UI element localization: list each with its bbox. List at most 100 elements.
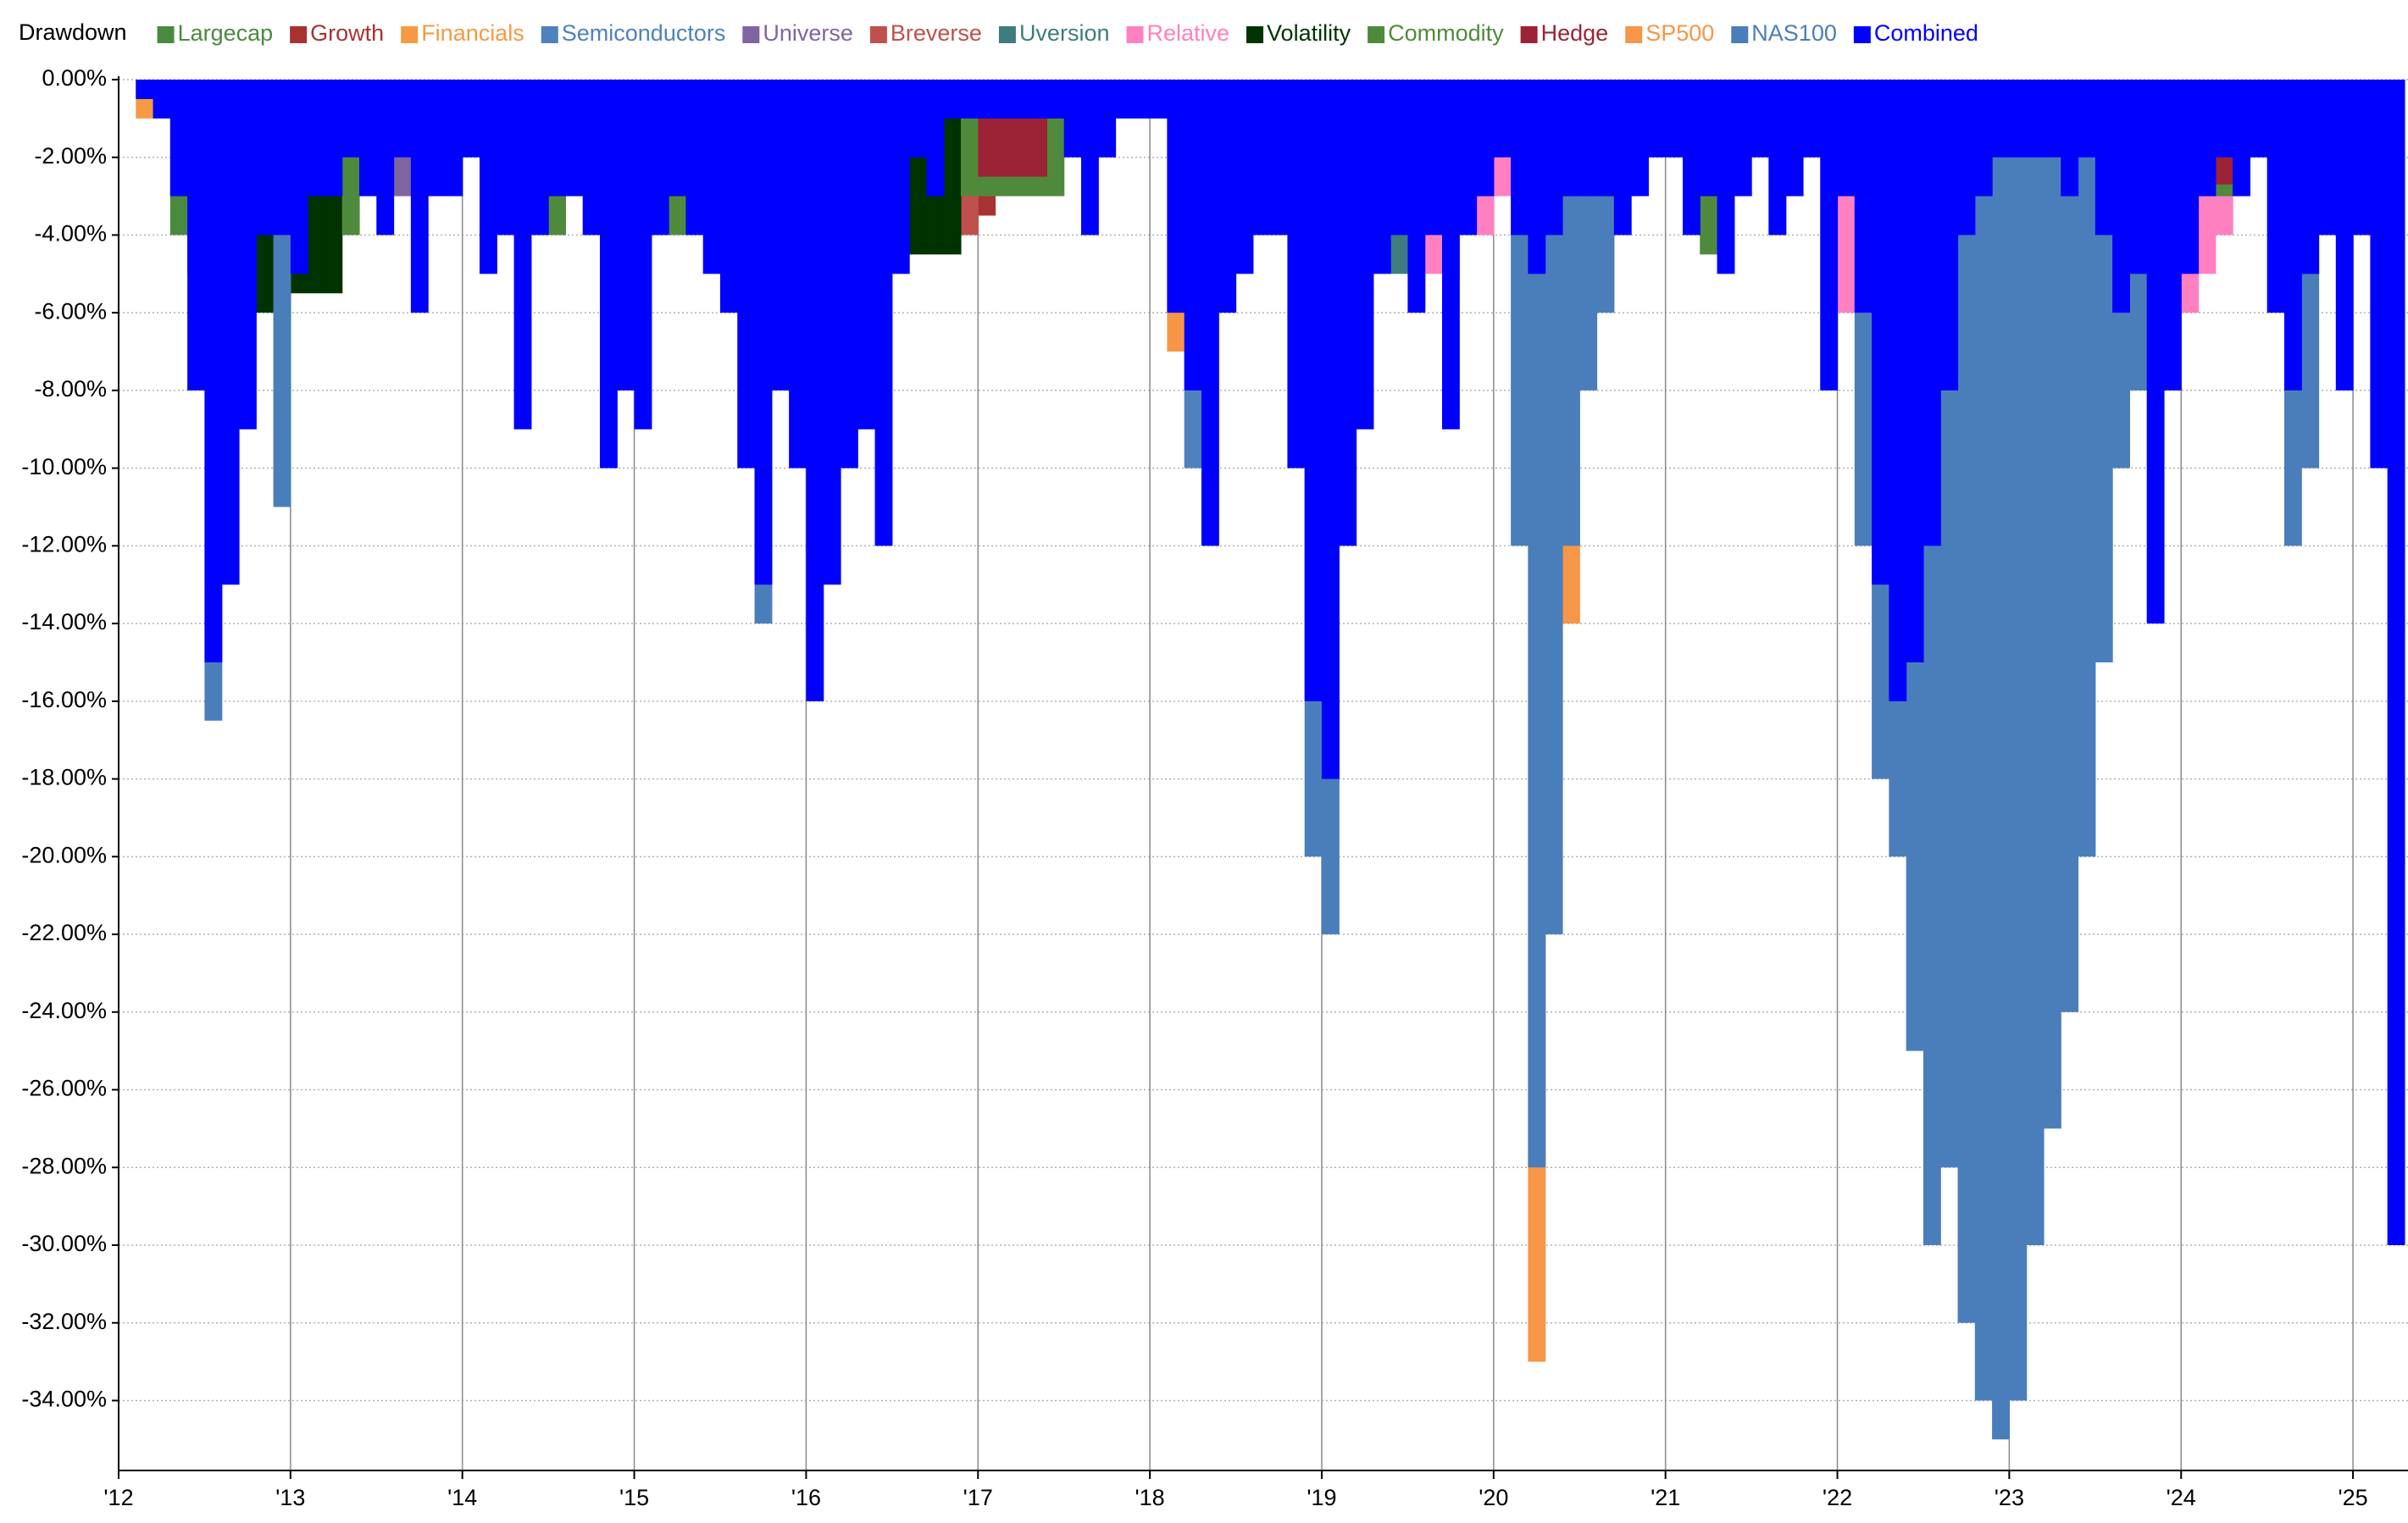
- drawdown-bar: [891, 80, 910, 274]
- legend-swatch: [157, 26, 175, 43]
- drawdown-bar: [358, 80, 377, 197]
- drawdown-bar: [651, 80, 669, 235]
- drawdown-bar: [2112, 80, 2130, 313]
- drawdown-bar: [1545, 80, 1563, 235]
- drawdown-bar: [1063, 80, 1082, 158]
- drawdown-bar: [1992, 80, 2010, 158]
- drawdown-bar: [943, 80, 962, 255]
- drawdown-bar: [2043, 80, 2061, 1129]
- y-tick-label: -20.00%: [21, 842, 107, 867]
- y-tick-label: -26.00%: [21, 1076, 107, 1101]
- drawdown-bar: [2078, 80, 2096, 857]
- y-tick-label: -12.00%: [21, 532, 107, 557]
- drawdown-bar: [806, 80, 824, 701]
- drawdown-bar: [462, 80, 480, 158]
- drawdown-bar: [1046, 80, 1065, 119]
- legend-swatch: [1246, 26, 1264, 43]
- drawdown-bar: [2318, 80, 2337, 235]
- drawdown-bar: [719, 80, 738, 313]
- drawdown-bar: [2283, 80, 2302, 390]
- drawdown-bar: [617, 80, 635, 390]
- drawdown-bar: [1356, 80, 1374, 429]
- drawdown-bar: [978, 80, 996, 119]
- x-tick-label: '12: [103, 1485, 133, 1510]
- drawdown-bar: [926, 80, 945, 197]
- drawdown-bar: [2009, 80, 2028, 1401]
- x-tick-label: '24: [2167, 1485, 2196, 1510]
- drawdown-bar: [2061, 80, 2079, 1012]
- drawdown-bar: [2129, 80, 2148, 274]
- legend-label: NAS100: [1751, 20, 1837, 46]
- drawdown-bar: [2233, 80, 2250, 197]
- drawdown-bar: [2026, 80, 2045, 158]
- y-tick-label: 0.00%: [42, 65, 107, 91]
- drawdown-bar: [1682, 80, 1701, 235]
- drawdown-bar: [1734, 80, 1752, 197]
- drawdown-bar: [789, 80, 807, 468]
- drawdown-bar: [273, 80, 291, 235]
- drawdown-bar: [1373, 80, 1391, 274]
- drawdown-bar: [1304, 80, 1323, 701]
- drawdown-bar: [2095, 80, 2113, 235]
- drawdown-bar: [2181, 80, 2200, 274]
- drawdown-bar: [909, 80, 928, 158]
- drawdown-bar: [1511, 80, 1529, 235]
- drawdown-bar: [1218, 80, 1237, 313]
- drawdown-bar: [1528, 80, 1546, 274]
- legend-label: Growth: [310, 20, 384, 46]
- drawdown-bar: [1167, 80, 1185, 313]
- drawdown-bar: [634, 80, 652, 429]
- drawdown-bar: [1802, 80, 1821, 158]
- drawdown-bar: [2370, 80, 2389, 468]
- x-tick-label: '18: [1135, 1485, 1165, 1510]
- drawdown-bar: [771, 80, 790, 390]
- drawdown-bar: [1476, 80, 1495, 197]
- legend-swatch: [401, 26, 419, 43]
- drawdown-bar: [2250, 80, 2268, 158]
- legend-label: Universe: [763, 20, 853, 46]
- drawdown-bar: [1957, 80, 1976, 1323]
- drawdown-bar: [840, 80, 858, 468]
- legend-label: Financials: [421, 20, 524, 46]
- drawdown-bar: [1768, 80, 1787, 235]
- drawdown-bar: [702, 80, 721, 274]
- legend-swatch: [1368, 26, 1385, 43]
- drawdown-bar: [256, 80, 275, 235]
- legend-label: Largecap: [178, 20, 274, 46]
- drawdown-bar: [2043, 80, 2061, 158]
- drawdown-bar: [1287, 80, 1306, 468]
- drawdown-bar: [2061, 80, 2079, 197]
- drawdown-bar: [1545, 80, 1563, 935]
- x-tick-label: '17: [963, 1485, 993, 1510]
- drawdown-bar: [1252, 80, 1271, 235]
- drawdown-bar: [1339, 80, 1357, 546]
- drawdown-bar: [2026, 80, 2045, 1245]
- drawdown-bar: [1940, 80, 1959, 390]
- y-tick-label: -8.00%: [34, 376, 107, 402]
- y-tick-label: -28.00%: [21, 1153, 107, 1178]
- drawdown-bar: [1184, 80, 1202, 390]
- drawdown-bar: [410, 80, 429, 313]
- drawdown-bar: [1424, 80, 1443, 235]
- x-tick-label: '19: [1307, 1485, 1336, 1510]
- drawdown-bar: [1528, 80, 1546, 1168]
- drawdown-bar: [2335, 80, 2354, 390]
- drawdown-bar: [823, 80, 841, 585]
- y-tick-label: -34.00%: [21, 1387, 107, 1412]
- legend-swatch: [1625, 26, 1643, 43]
- drawdown-bar: [960, 80, 979, 119]
- drawdown-bar: [685, 80, 704, 235]
- drawdown-bar: [1820, 80, 1839, 390]
- drawdown-bar: [2301, 80, 2320, 274]
- drawdown-bar: [1201, 80, 1219, 546]
- y-tick-label: -4.00%: [34, 221, 107, 246]
- drawdown-bar: [1700, 80, 1718, 197]
- y-tick-label: -14.00%: [21, 609, 107, 634]
- x-tick-label: '14: [447, 1485, 477, 1510]
- drawdown-bar: [1321, 80, 1340, 779]
- drawdown-bar: [479, 80, 497, 274]
- x-tick-label: '13: [275, 1485, 305, 1510]
- drawdown-bar: [1579, 80, 1598, 197]
- legend-label: Volatility: [1267, 20, 1351, 46]
